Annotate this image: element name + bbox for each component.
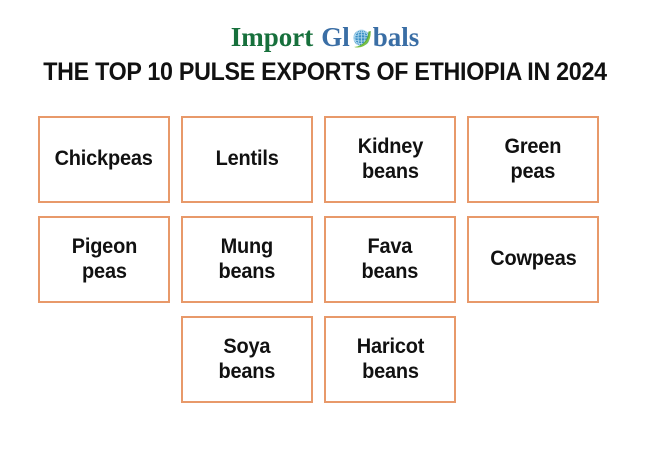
pulse-box-cowpeas[interactable]: Cowpeas — [467, 216, 599, 303]
pulse-label: Cowpeas — [489, 247, 577, 271]
pulse-label: Pigeon peas — [71, 234, 137, 283]
page-title: THE TOP 10 PULSE EXPORTS OF ETHIOPIA IN … — [43, 58, 607, 86]
pulse-label: Mung beans — [218, 234, 276, 283]
pulse-label: Chickpeas — [54, 147, 154, 171]
pulse-label: Fava beans — [361, 234, 419, 283]
pulse-label: Green peas — [504, 134, 562, 183]
pulse-box-green-peas[interactable]: Green peas — [467, 116, 599, 203]
pulse-row: Chickpeas Lentils Kidney beans Green pea… — [38, 116, 602, 203]
pulse-box-fava-beans[interactable]: Fava beans — [324, 216, 456, 303]
pulse-label: Haricot beans — [356, 334, 424, 383]
brand-logo: Import Gl bals — [0, 18, 650, 56]
pulse-label: Kidney beans — [357, 134, 423, 183]
globe-icon — [350, 27, 373, 50]
pulse-box-chickpeas[interactable]: Chickpeas — [38, 116, 170, 203]
pulse-grid: Chickpeas Lentils Kidney beans Green pea… — [38, 116, 602, 416]
pulse-box-haricot-beans[interactable]: Haricot beans — [324, 316, 456, 403]
brand-name-import: Import — [230, 21, 314, 52]
pulse-box-soya-beans[interactable]: Soya beans — [181, 316, 313, 403]
pulse-box-mung-beans[interactable]: Mung beans — [181, 216, 313, 303]
pulse-label: Soya beans — [218, 334, 276, 383]
pulse-box-kidney-beans[interactable]: Kidney beans — [324, 116, 456, 203]
pulse-row: Pigeon peas Mung beans Fava beans Cowpea… — [38, 216, 602, 303]
brand-name-bals: bals — [372, 21, 420, 52]
pulse-box-lentils[interactable]: Lentils — [181, 116, 313, 203]
pulse-box-pigeon-peas[interactable]: Pigeon peas — [38, 216, 170, 303]
pulse-label: Lentils — [215, 147, 279, 171]
brand-name-gl: Gl — [321, 21, 350, 52]
pulse-row: Soya beans Haricot beans — [38, 316, 602, 403]
